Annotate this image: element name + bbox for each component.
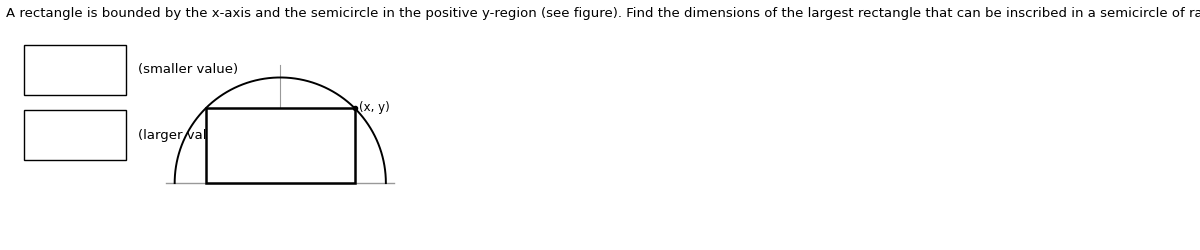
Text: (x, y): (x, y) (359, 101, 390, 114)
Bar (24, 45, 126, 95)
Bar (24, 110, 126, 160)
Bar (205, 108, 355, 183)
Text: (smaller value): (smaller value) (138, 64, 238, 76)
Text: A rectangle is bounded by the x-axis and the semicircle in the positive y-region: A rectangle is bounded by the x-axis and… (6, 8, 1200, 20)
Text: (larger value): (larger value) (138, 128, 228, 141)
